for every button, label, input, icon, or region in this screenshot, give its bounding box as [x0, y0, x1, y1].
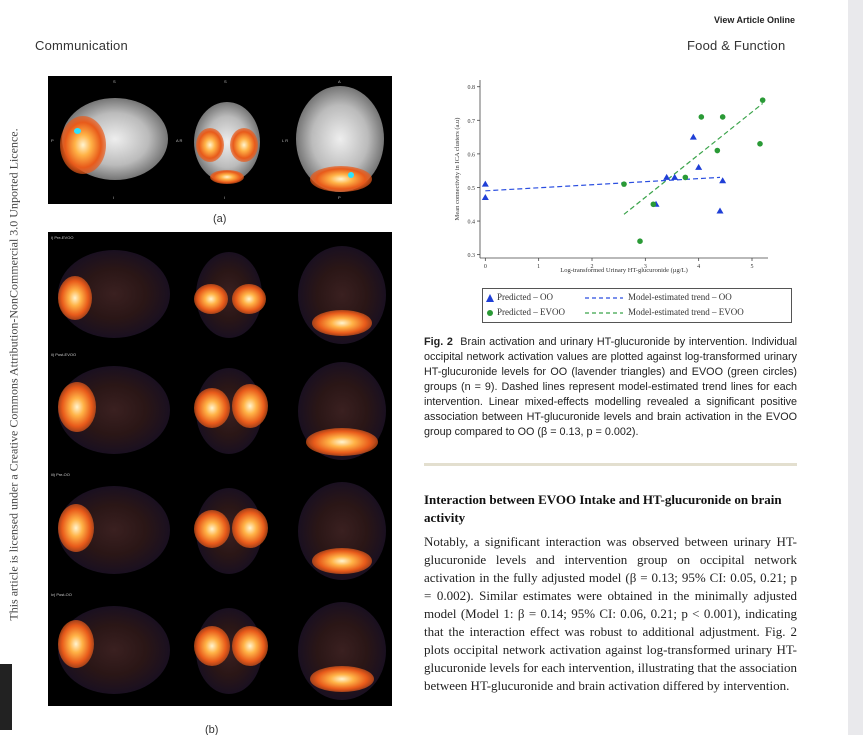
x-tick-label: 0: [484, 264, 487, 270]
x-tick-label: 4: [697, 264, 700, 270]
y-axis-label: Mean connectivity in ICA clusters (a.u): [454, 118, 461, 221]
orient-label: S: [113, 79, 116, 84]
x-tick-label: 3: [644, 264, 647, 270]
data-point-triangle: [719, 177, 727, 184]
data-point-triangle: [481, 194, 489, 201]
data-point-circle: [682, 174, 689, 181]
orient-label: L R: [282, 138, 289, 143]
orient-label: I: [224, 195, 226, 200]
legend-item-oo-trend: Model-estimated trend – OO: [628, 292, 732, 302]
body-paragraph: Notably, a significant interaction was o…: [424, 534, 797, 693]
x-tick-label: 5: [751, 264, 754, 270]
legend-item-oo-pred: Predicted – OO: [497, 292, 553, 302]
scatter-chart: 0.3 0.4 0.5 0.6 0.7 0.8 0 1 2 3 4 5 Log-transformed …: [454, 80, 768, 274]
data-point-triangle: [671, 173, 679, 180]
panel-b-label: (b): [205, 724, 219, 735]
dashed-line-icon: [585, 297, 623, 299]
row-label: iv) Post-OO: [51, 592, 72, 597]
chart-legend: Predicted – OO Predicted – EVOO Model-es…: [482, 288, 792, 323]
section-divider: [424, 463, 797, 466]
data-point-triangle: [689, 133, 697, 140]
circle-marker-icon: [487, 310, 493, 316]
y-tick-label: 0.4: [468, 220, 476, 226]
x-tick-label: 2: [591, 264, 594, 270]
data-point-circle: [650, 201, 657, 208]
y-tick-label: 0.3: [468, 253, 476, 259]
y-tick-label: 0.5: [468, 186, 476, 192]
brain-figure-panel-b: i) Pre-EVOO ii) Post-EVOO iii) Pre-OO iv…: [48, 232, 392, 706]
orient-label: I: [113, 195, 115, 200]
data-point-circle: [714, 147, 721, 154]
figure-label: Fig. 2: [424, 336, 453, 348]
journal-section: Communication: [35, 38, 128, 53]
data-point-triangle: [481, 180, 489, 187]
y-tick-label: 0.7: [468, 119, 476, 125]
section-heading: Interaction between EVOO Intake and HT-g…: [424, 492, 782, 525]
dashed-line-icon: [585, 312, 623, 314]
data-point-circle: [698, 114, 705, 120]
row-label: iii) Pre-OO: [51, 472, 70, 477]
journal-name: Food & Function: [687, 38, 786, 53]
data-point-triangle: [663, 173, 671, 180]
orient-label: A: [338, 79, 341, 84]
data-point-triangle: [716, 207, 724, 214]
orient-label: P: [338, 195, 341, 200]
y-tick-label: 0.6: [468, 152, 476, 158]
y-tick-label: 0.8: [468, 85, 476, 91]
cc-license-badge[interactable]: [0, 664, 12, 730]
data-point-circle: [637, 238, 643, 245]
view-article-online-link[interactable]: View Article Online: [714, 15, 796, 25]
row-label: i) Pre-EVOO: [51, 235, 74, 240]
data-point-circle: [759, 97, 766, 103]
legend-item-evoo-pred: Predicted – EVOO: [497, 307, 565, 317]
page-edge: [848, 0, 863, 735]
license-sidebar-text: This article is licensed under a Creativ…: [6, 128, 21, 621]
row-label: ii) Post-EVOO: [51, 352, 77, 357]
x-axis-label: Log-transformed Urinary HT-glucuronide (…: [560, 267, 688, 274]
trend-line: [623, 103, 764, 215]
figure-caption-text: Brain activation and urinary HT-glucuron…: [424, 336, 798, 438]
triangle-marker-icon: [486, 294, 494, 302]
brain-figure-panel-a: S S A P A R L R I I P: [48, 76, 392, 204]
legend-item-evoo-trend: Model-estimated trend – EVOO: [628, 307, 744, 317]
data-point-circle: [757, 141, 763, 147]
trend-line: [485, 176, 721, 192]
orient-label: S: [224, 79, 227, 84]
orient-label: P: [51, 138, 54, 143]
panel-a-label: (a): [213, 213, 227, 225]
x-tick-label: 1: [537, 264, 540, 270]
data-point-triangle: [695, 163, 703, 170]
data-point-circle: [719, 114, 726, 120]
figure-caption: Fig. 2 Brain activation and urinary HT-g…: [424, 335, 797, 440]
orient-label: A R: [176, 138, 183, 143]
data-point-circle: [621, 181, 627, 187]
